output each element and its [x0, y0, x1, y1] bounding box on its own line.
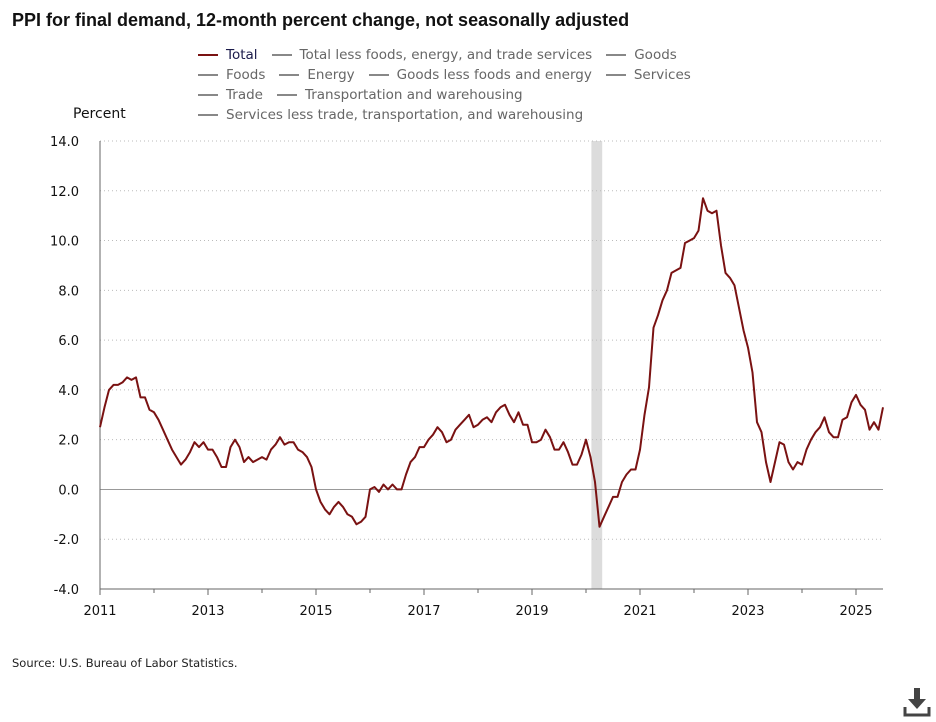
axes: 14.0 12.0 10.0 8.0 6.0 4.0 2.0 0.0 -2.0 -4.0 2011 2… — [50, 135, 883, 619]
y-tick-label: 8.0 — [58, 284, 79, 299]
x-tick-label: 2023 — [731, 604, 764, 619]
chart-title: PPI for final demand, 12-month percent c… — [12, 10, 630, 30]
legend-label: Goods — [634, 47, 677, 63]
legend-swatch — [605, 74, 626, 76]
legend-label: Energy — [307, 67, 355, 83]
x-tick-label: 2019 — [515, 604, 548, 619]
legend-item[interactable]: Goods less foods and energy — [368, 67, 592, 83]
y-tick-label: -2.0 — [54, 533, 79, 548]
legend-swatch — [276, 94, 297, 96]
legend-item[interactable]: Foods — [198, 67, 265, 83]
y-tick-label: 14.0 — [50, 135, 79, 150]
x-tick-label: 2011 — [83, 604, 116, 619]
legend-label: Foods — [226, 67, 266, 83]
recession-band — [591, 141, 603, 589]
legend-item[interactable]: Services less trade, transportation, and… — [198, 107, 583, 123]
legend-label: Services — [633, 67, 691, 83]
x-tick-label: 2015 — [299, 604, 332, 619]
legend-item[interactable]: Total — [198, 47, 258, 63]
y-tick-label: 4.0 — [58, 384, 79, 399]
legend-swatch — [198, 74, 218, 76]
legend-row: Trade Transportation and warehousing — [198, 84, 898, 104]
x-tick-label: 2017 — [407, 604, 440, 619]
legend-label: Total less foods, energy, and trade serv… — [299, 47, 593, 63]
y-tick-label: 10.0 — [50, 235, 79, 250]
series-layer — [99, 197, 884, 528]
legend-swatch — [279, 74, 300, 76]
legend-label: Trade — [226, 87, 263, 103]
legend-item[interactable]: Total less foods, energy, and trade serv… — [271, 47, 593, 63]
x-tick-label: 2013 — [191, 604, 224, 619]
x-tick-label: 2025 — [839, 604, 872, 619]
legend-row: Total Total less foods, energy, and trade… — [198, 44, 898, 64]
y-tick-label: 2.0 — [58, 434, 79, 449]
legend-swatch — [198, 94, 218, 96]
series-line-total — [99, 197, 884, 528]
y-tick-label: 6.0 — [58, 334, 79, 349]
legend-row: Foods Energy Goods less foods and energy Se… — [198, 64, 898, 84]
legend-label: Total — [226, 47, 258, 63]
legend-swatch — [198, 54, 218, 56]
y-tick-label: -4.0 — [54, 583, 79, 598]
y-tick-label: 12.0 — [50, 185, 79, 200]
legend-item[interactable]: Goods — [606, 47, 677, 63]
x-tick-label: 2021 — [623, 604, 656, 619]
source-note: Source: U.S. Bureau of Labor Statistics. — [12, 656, 238, 670]
legend-item[interactable]: Transportation and warehousing — [276, 87, 523, 103]
legend-swatch — [198, 114, 218, 116]
legend-row: Services less trade, transportation, and… — [198, 104, 898, 124]
legend: Total Total less foods, energy, and trade… — [198, 44, 898, 124]
legend-item[interactable]: Energy — [279, 67, 355, 83]
legend-label: Goods less foods and energy — [396, 67, 592, 83]
legend-label: Services less trade, transportation, and… — [226, 107, 584, 123]
download-icon[interactable] — [902, 686, 932, 718]
legend-swatch — [606, 54, 627, 56]
y-axis-label: Percent — [73, 106, 126, 122]
y-tick-label: 0.0 — [58, 483, 79, 498]
recession-shading-layer — [591, 141, 603, 589]
legend-item[interactable]: Trade — [198, 87, 263, 103]
legend-swatch — [271, 54, 292, 56]
legend-label: Transportation and warehousing — [304, 87, 523, 103]
legend-swatch — [368, 74, 389, 76]
legend-item[interactable]: Services — [605, 67, 691, 83]
gridlines — [100, 140, 883, 540]
